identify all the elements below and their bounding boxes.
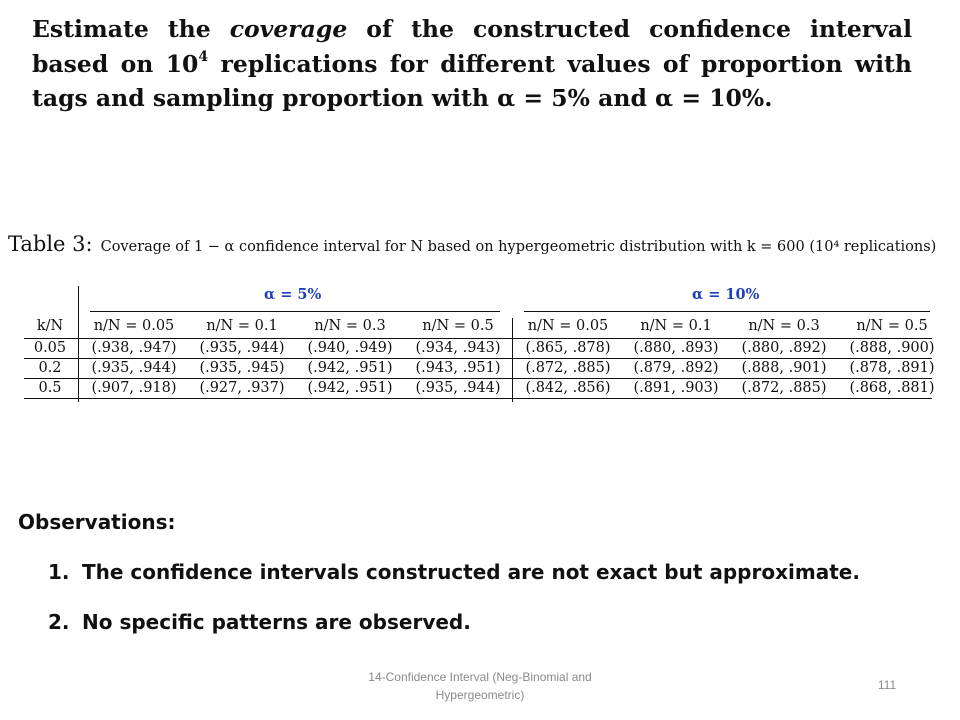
row-rule-1 xyxy=(24,358,932,359)
table-cell: (.872, .885) xyxy=(741,380,827,396)
left-vertical-rule xyxy=(78,286,79,402)
column-header: n/N = 0.3 xyxy=(314,318,386,334)
heading-superscript: 4 xyxy=(198,48,209,65)
table-cell: (.935, .944) xyxy=(415,380,501,396)
table-cell: (.943, .951) xyxy=(415,360,501,376)
slide-heading: Estimate the coverage of the constructed… xyxy=(32,12,912,116)
table-cell: (.842, .856) xyxy=(525,380,611,396)
heading-text-1: Estimate the xyxy=(32,15,230,43)
table-caption-text: Coverage of 1 − α confidence interval fo… xyxy=(100,239,937,255)
column-header: n/N = 0.5 xyxy=(422,318,494,334)
table-cell: (.927, .937) xyxy=(199,380,285,396)
group-label-alpha-10: α = 10% xyxy=(692,286,760,303)
column-header: n/N = 0.05 xyxy=(93,318,175,334)
slide-footer: 14-Confidence Interval (Neg-Binomial and… xyxy=(368,670,592,702)
group-rule-alpha-5 xyxy=(90,311,500,312)
table-cell: (.888, .901) xyxy=(741,360,827,376)
page-number: 111 xyxy=(877,678,897,692)
table-cell: (.942, .951) xyxy=(307,360,393,376)
table-caption: Table 3: Coverage of 1 − α confidence int… xyxy=(8,232,958,256)
table-cell: (.878, .891) xyxy=(849,360,935,376)
table-cell: (.938, .947) xyxy=(91,340,177,356)
table-caption-label: Table 3: xyxy=(8,232,93,256)
table-cell: (.872, .885) xyxy=(525,360,611,376)
column-header: n/N = 0.5 xyxy=(856,318,928,334)
bottom-rule xyxy=(24,398,932,399)
table-cell: (.865, .878) xyxy=(525,340,611,356)
table-cell: (.907, .918) xyxy=(91,380,177,396)
group-rule-alpha-10 xyxy=(524,311,930,312)
column-header: n/N = 0.3 xyxy=(748,318,820,334)
observation-item: 2. No specific patterns are observed. xyxy=(48,610,938,660)
table-cell: (.880, .893) xyxy=(633,340,719,356)
column-header: n/N = 0.05 xyxy=(527,318,609,334)
table-cell: (.868, .881) xyxy=(849,380,935,396)
row-rule-2 xyxy=(24,378,932,379)
observation-number: 2. xyxy=(48,610,70,634)
row-label: 0.2 xyxy=(38,360,62,376)
observation-number: 1. xyxy=(48,560,70,584)
heading-text-3: replications for different values of pro… xyxy=(32,49,912,113)
row-label: 0.05 xyxy=(33,340,67,356)
table-cell: (.879, .892) xyxy=(633,360,719,376)
table-cell: (.935, .944) xyxy=(199,340,285,356)
table-cell: (.935, .944) xyxy=(91,360,177,376)
observation-text: No specific patterns are observed. xyxy=(82,610,471,634)
column-header: n/N = 0.1 xyxy=(640,318,712,334)
table-cell: (.935, .945) xyxy=(199,360,285,376)
column-header: n/N = 0.1 xyxy=(206,318,278,334)
header-rule xyxy=(24,338,932,339)
observations-list: 1. The confidence intervals constructed a… xyxy=(48,560,938,660)
table-cell: (.891, .903) xyxy=(633,380,719,396)
table-cell: (.940, .949) xyxy=(307,340,393,356)
table-cell: (.880, .892) xyxy=(741,340,827,356)
observations-title: Observations: xyxy=(18,510,176,534)
coverage-table: α = 5% α = 10% k/N n/N = 0.05 n/N = 0.1 … xyxy=(24,280,944,410)
group-label-alpha-5: α = 5% xyxy=(264,286,322,303)
heading-emphasis: coverage xyxy=(229,15,348,43)
table-cell: (.942, .951) xyxy=(307,380,393,396)
table-cell: (.934, .943) xyxy=(415,340,501,356)
heading-text-2: of the constructed confidence interval b… xyxy=(32,15,912,78)
observation-text: The confidence intervals constructed are… xyxy=(82,560,860,584)
middle-vertical-rule xyxy=(512,318,513,402)
observation-item: 1. The confidence intervals constructed a… xyxy=(48,560,938,610)
table-cell: (.888, .900) xyxy=(849,340,935,356)
row-header: k/N xyxy=(36,318,64,334)
row-label: 0.5 xyxy=(38,380,62,396)
